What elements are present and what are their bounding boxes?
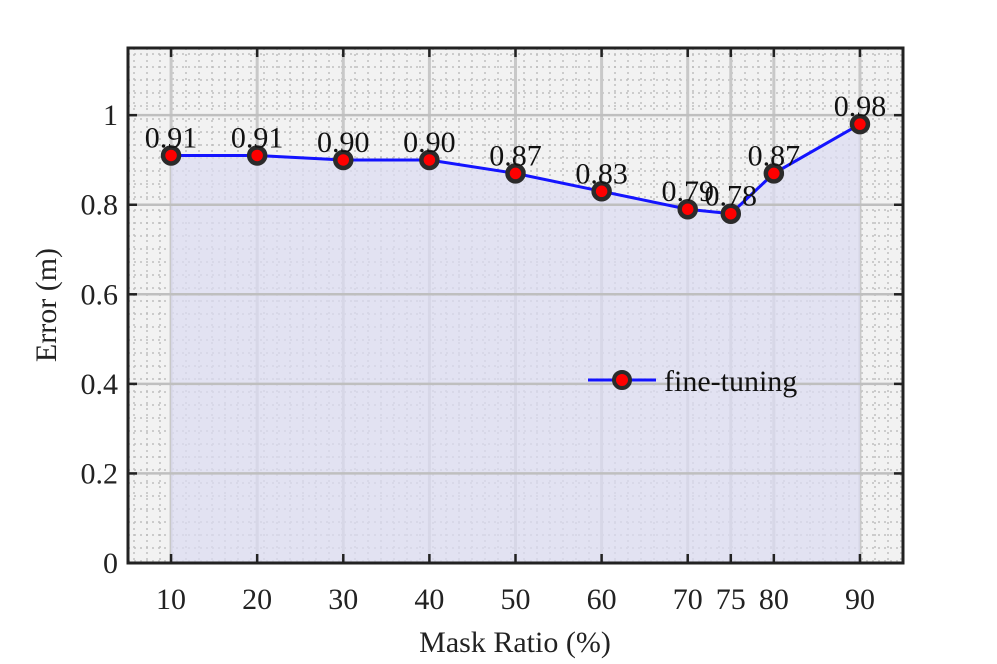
- data-label: 0.91: [145, 121, 198, 154]
- data-label: 0.83: [575, 157, 628, 190]
- y-tick-label: 0.4: [81, 368, 119, 401]
- y-tick-labels: 0 0.2 0.4 0.6 0.8 1: [81, 99, 119, 580]
- x-tick-label: 75: [716, 583, 746, 616]
- data-label: 0.90: [403, 126, 456, 159]
- data-label: 0.87: [489, 139, 542, 172]
- data-point: [677, 198, 698, 220]
- data-label: 0.90: [317, 126, 370, 159]
- data-point: [591, 181, 612, 202]
- data-label: 0.91: [231, 121, 284, 154]
- data-point: [849, 113, 871, 135]
- data-markers: [160, 113, 871, 224]
- area-fill: [171, 124, 860, 563]
- data-label: 0.87: [748, 139, 801, 172]
- x-tick-label: 70: [673, 583, 703, 616]
- y-tick-label: 0.6: [81, 278, 119, 311]
- y-gridlines: [128, 113, 903, 475]
- data-point: [720, 203, 742, 224]
- x-axis-title: Mask Ratio (%): [419, 626, 611, 659]
- data-point: [419, 149, 440, 171]
- x-tick-label: 90: [845, 583, 875, 616]
- y-tick-label: 0: [103, 547, 118, 580]
- x-tick-label: 20: [242, 583, 272, 616]
- x-tick-label: 50: [501, 583, 531, 616]
- x-tick-label: 60: [587, 583, 617, 616]
- data-point: [246, 145, 268, 166]
- y-axis-title: Error (m): [30, 248, 63, 362]
- data-point: [160, 145, 182, 166]
- x-tick-label: 40: [414, 583, 444, 616]
- data-label: 0.98: [834, 90, 887, 123]
- data-point: [505, 163, 526, 184]
- data-point: [763, 163, 785, 184]
- series-line-fine-tuning: [171, 122, 861, 216]
- data-point: [333, 149, 354, 171]
- y-tick-label: 0.2: [81, 457, 119, 490]
- y-tick-label: 1: [103, 99, 118, 132]
- data-label: 0.79: [661, 175, 714, 208]
- x-tick-label: 80: [759, 583, 789, 616]
- axis-ticks: [128, 48, 903, 565]
- x-tick-labels: 10 20 30 40 50 60 70 75 80 90: [156, 583, 875, 616]
- data-labels: 0.91 0.91 0.90 0.90 0.87 0.83 0.790.78 0.87 0.98: [145, 90, 886, 213]
- legend-label: fine-tuning: [664, 365, 797, 398]
- x-tick-label: 30: [328, 583, 358, 616]
- legend: fine-tuning: [588, 365, 797, 398]
- data-label: 0.78: [705, 180, 758, 213]
- y-tick-label: 0.8: [81, 189, 119, 222]
- legend-marker: [612, 370, 632, 390]
- x-tick-label: 10: [156, 583, 186, 616]
